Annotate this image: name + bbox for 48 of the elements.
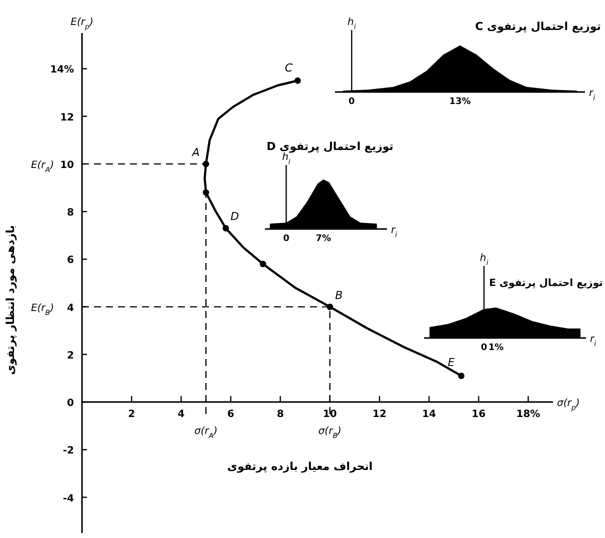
y-tick-label: 14% <box>50 64 74 76</box>
x-tick-label: 8 <box>276 409 284 420</box>
annotation: C <box>284 62 293 75</box>
y-tick-label: -4 <box>62 493 74 504</box>
x-axis-title: r$_{i}$ <box>589 88 596 102</box>
ref-line-label: σ(r$_{A}$) <box>194 426 218 440</box>
x-axis-title: r$_{i}$ <box>391 225 398 239</box>
text: σ(r$_{p}$) <box>557 398 580 412</box>
y-tick-label: 12 <box>60 112 74 124</box>
ref-line-label: E(r$_{A}$) <box>30 160 54 174</box>
text: E(r$_{p}$) <box>70 17 94 31</box>
x-tick-label: 6 <box>227 409 234 420</box>
x-axis-title: r$_{i}$ <box>590 334 596 348</box>
y-tick-label: 0 <box>67 398 74 410</box>
x-tick-label: 18% <box>516 409 540 420</box>
annotation: E <box>448 356 455 369</box>
y-tick-label: 10 <box>60 160 74 171</box>
y-tick-label: 2 <box>67 350 74 362</box>
chart-title: توزیع احتمال پرتفوی E <box>489 278 604 289</box>
chart-title: توزیع احتمال پرتفوی C <box>475 20 601 33</box>
y-axis-title: h$_{i}$ <box>348 17 356 31</box>
annotation: A <box>191 146 200 159</box>
y-axis-title: بازدهی مورد انتظار پرتفوی <box>4 225 17 375</box>
annotation: B <box>335 288 343 302</box>
ref-line-label: E(r$_{B}$) <box>30 302 54 317</box>
x-tick-label: 16 <box>472 409 486 420</box>
ref-line-label: σ(r$_{B}$) <box>318 426 342 440</box>
point <box>458 372 464 380</box>
x-tick-label: 7% <box>316 234 331 244</box>
x-tick-label: 2 <box>128 409 136 420</box>
x-tick-label: 13% <box>449 97 471 107</box>
x-axis-title: انحراف معیار بازده پرتفوی <box>227 460 373 473</box>
y-axis-title: h$_{i}$ <box>282 152 290 166</box>
y-tick-label: 6 <box>67 255 74 266</box>
x-tick-label: 4 <box>178 409 185 420</box>
point <box>294 77 301 84</box>
point <box>260 260 266 268</box>
chart-title: توزیع احتمال پرتفوی D <box>266 140 394 153</box>
point <box>222 225 229 232</box>
y-tick-label: 8 <box>67 208 74 219</box>
y-tick-label: -2 <box>62 446 74 457</box>
annotation: D <box>230 210 240 224</box>
y-tick-label: 4 <box>67 302 74 314</box>
x-tick-label: 1% <box>488 343 504 353</box>
x-tick-label: 12 <box>372 409 386 420</box>
y-axis-title: h$_{i}$ <box>480 253 488 267</box>
x-tick-label: 10 <box>322 409 337 420</box>
x-tick-label: 14 <box>422 409 436 420</box>
